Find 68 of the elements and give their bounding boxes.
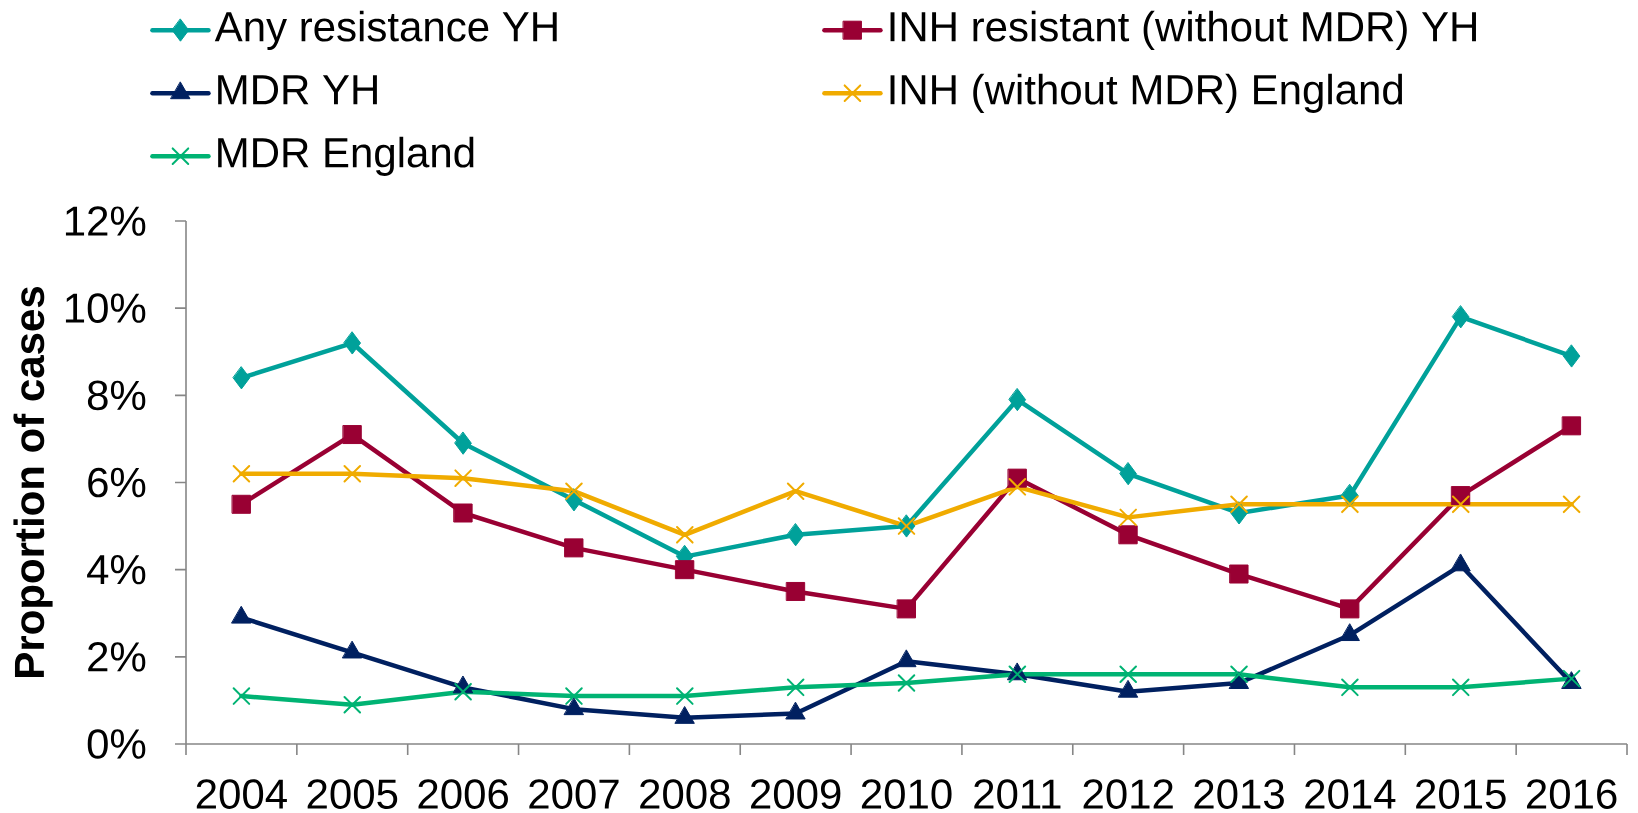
point (343, 465, 362, 483)
point (231, 494, 251, 514)
x-tick-label: 2012 (1083, 779, 1173, 809)
point (565, 687, 583, 705)
y-tick-label: 8% (87, 380, 146, 411)
x-tick-label: 2008 (640, 779, 730, 809)
point (232, 687, 251, 705)
x-tick-label: 2016 (1526, 779, 1617, 809)
y-tick-label: 12% (65, 206, 146, 236)
x-tick-label: 2007 (529, 779, 619, 809)
legend-label: INH (without MDR) England (890, 73, 1403, 113)
x-tick-label: 2013 (1194, 779, 1284, 809)
point (342, 425, 362, 445)
point (1119, 665, 1137, 684)
point (343, 696, 362, 714)
point (1562, 344, 1581, 368)
point (1118, 525, 1138, 545)
legend-label: MDR England (218, 136, 474, 176)
y-tick-label: 2% (88, 642, 146, 672)
point (676, 526, 694, 544)
point (1562, 416, 1582, 436)
x-tick-label: 2004 (196, 779, 287, 809)
point (454, 682, 472, 701)
point (675, 560, 695, 580)
point (1451, 495, 1470, 514)
point (1341, 495, 1359, 514)
x-tick-label: 2015 (1416, 779, 1506, 809)
point (676, 687, 694, 705)
legend-label: Any resistance YH (214, 10, 557, 50)
y-tick-label: 10% (65, 293, 146, 324)
point (1229, 564, 1249, 584)
x-tick-label: 2014 (1305, 779, 1396, 809)
point (1119, 508, 1137, 527)
point (1562, 495, 1581, 514)
point (453, 503, 473, 523)
point (1119, 462, 1137, 486)
point (786, 581, 806, 601)
x-tick-label: 2006 (418, 779, 508, 809)
y-axis-title: Proportion of cases (13, 287, 53, 677)
point (1230, 495, 1248, 514)
point (897, 674, 916, 692)
legend-label: MDR YH (218, 75, 377, 105)
point (1340, 599, 1360, 619)
x-tick-label: 2005 (307, 779, 398, 809)
point (454, 431, 472, 455)
legend-label: INH resistant (without MDR) YH (890, 10, 1476, 50)
point (1341, 678, 1359, 697)
point (1230, 665, 1248, 684)
point (786, 678, 805, 697)
point (232, 366, 251, 390)
y-tick-label: 4% (87, 554, 146, 585)
point (232, 465, 251, 483)
point (454, 469, 472, 487)
point (786, 523, 805, 547)
point (565, 482, 583, 500)
point (897, 599, 916, 619)
point (786, 482, 805, 500)
x-tick-label: 2011 (974, 779, 1061, 809)
x-tick-label: 2009 (751, 779, 841, 809)
point (564, 538, 584, 558)
point (1008, 388, 1027, 412)
point (1451, 305, 1470, 329)
point (1008, 478, 1027, 496)
point (1451, 678, 1470, 697)
x-tick-label: 2010 (861, 779, 952, 809)
y-tick-label: 0% (87, 729, 146, 759)
y-tick-label: 6% (88, 467, 146, 498)
point (343, 331, 362, 355)
